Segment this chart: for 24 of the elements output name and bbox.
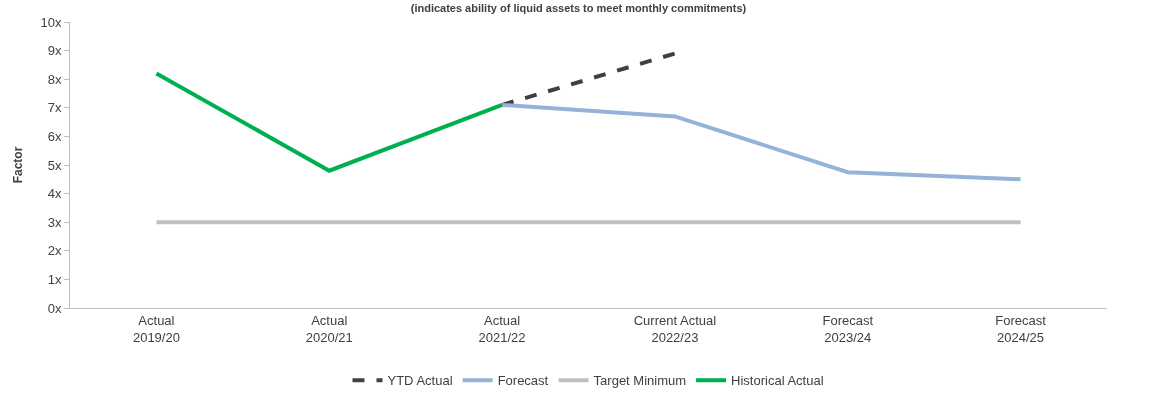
legend-label: Historical Actual [731,373,824,389]
x-tick-label: Forecast 2023/24 [822,312,874,345]
x-tick-label: Forecast 2024/25 [995,312,1047,345]
y-tick-label: 7x [47,100,62,116]
y-tick-label: 0x [47,300,62,316]
y-tick-label: 2x [47,243,62,259]
y-tick-label: 5x [47,157,62,173]
y-tick-label: 6x [47,128,62,144]
x-tick-label: Current Actual 2022/23 [633,312,717,345]
x-tick-label: Actual 2019/20 [132,312,180,345]
x-tick-label: Actual 2020/21 [305,312,353,345]
legend-label: Target Minimum [593,373,687,389]
chart-subtitle: (indicates ability of liquid assets to meet monthly commitments) [410,1,747,14]
line-series [500,102,1023,182]
y-tick-label: 3x [47,214,62,230]
legend-label: Forecast [497,373,549,389]
y-tick-label: 1x [47,271,62,287]
legend-label: YTD Actual [387,373,453,389]
y-tick-label: 8x [47,71,62,87]
y-tick-label: 4x [47,186,62,202]
y-axis-title: Factor [10,146,25,184]
y-tick-label: 10x [40,14,62,30]
x-tick-label: Actual 2021/22 [478,312,526,345]
y-tick-label: 9x [47,43,62,59]
